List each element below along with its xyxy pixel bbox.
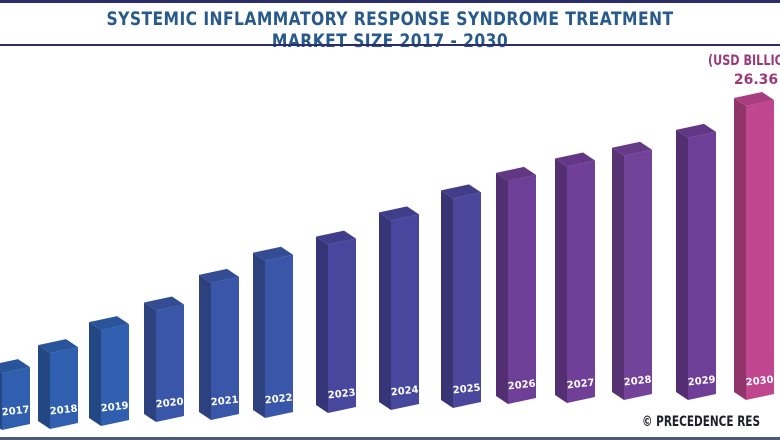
source-credit: © PRECEDENCE RES (642, 414, 761, 430)
bar-top (555, 152, 595, 167)
tick-label: 2024 (390, 385, 419, 399)
title-divider (0, 44, 780, 46)
bar (508, 174, 536, 404)
bar-top (38, 339, 78, 354)
bar-side (89, 322, 101, 426)
unit-label: (USD BILLIO (708, 53, 780, 69)
bar (453, 192, 481, 408)
data-label: 26.36 (734, 72, 778, 88)
bar (567, 160, 595, 403)
bar (2, 367, 30, 430)
tick-label: 2029 (687, 375, 716, 389)
tick-label: 2019 (100, 401, 129, 415)
tick-label: 2022 (264, 393, 293, 407)
tick-label: 2017 (1, 405, 30, 419)
bar-side (199, 274, 211, 420)
tick-label: 2028 (623, 375, 652, 389)
tick-label: 2021 (210, 395, 239, 409)
bar-top (89, 316, 129, 331)
bar-top (253, 246, 293, 261)
bar-top (734, 92, 774, 106)
bar (265, 254, 293, 418)
bar-side (253, 252, 265, 418)
bar (328, 238, 356, 413)
bar-top (0, 359, 30, 374)
bar-top (379, 206, 419, 221)
bar-side (496, 172, 508, 404)
bar (624, 149, 652, 400)
bar-side (0, 371, 2, 430)
bar-top (612, 141, 652, 156)
tick-label: 2027 (566, 378, 595, 392)
bar-top (144, 296, 184, 311)
bar-top (199, 268, 239, 283)
bottom-border (0, 437, 780, 440)
bar-top (676, 123, 716, 138)
bar-side (441, 190, 453, 408)
chart-title: SYSTEMIC INFLAMMATORY RESPONSE SYNDROME … (106, 8, 674, 52)
bar (746, 100, 774, 400)
bar-side (379, 212, 391, 410)
tick-label: 2020 (155, 397, 184, 411)
bar-top (496, 166, 536, 181)
bar-side (38, 345, 50, 429)
bar (211, 276, 239, 420)
bar (156, 304, 184, 422)
bar-side (555, 158, 567, 403)
tick-label: 2018 (49, 404, 78, 418)
bar-side (734, 98, 746, 400)
top-border (0, 0, 780, 3)
bar (101, 324, 129, 426)
bar-side (144, 302, 156, 422)
tick-label: 2025 (452, 383, 481, 397)
tick-label: 2026 (507, 379, 536, 393)
bar-top (316, 230, 356, 245)
bar-side (316, 236, 328, 413)
bar-side (676, 129, 688, 401)
tick-label: 2023 (327, 388, 356, 402)
tick-label: 2030 (745, 375, 774, 389)
bar (391, 214, 419, 410)
bar-top (441, 184, 481, 199)
bar-side (612, 147, 624, 400)
bar (688, 131, 716, 401)
bar (50, 347, 78, 429)
